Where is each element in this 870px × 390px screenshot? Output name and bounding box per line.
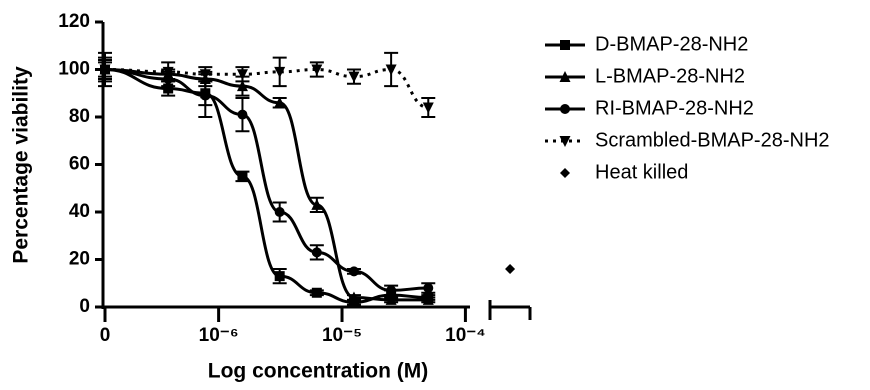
x-tick-label: 10⁻⁶ <box>199 325 239 346</box>
marker <box>99 64 111 76</box>
legend-label: Scrambled-BMAP-28-NH2 <box>595 129 830 151</box>
marker <box>236 80 248 92</box>
marker <box>162 66 174 78</box>
y-axis-label: Percentage viability <box>10 66 33 264</box>
legend-label: D-BMAP-28-NH2 <box>595 33 748 55</box>
marker <box>274 207 285 217</box>
marker <box>236 69 248 81</box>
marker <box>423 283 434 293</box>
y-tick-label: 20 <box>69 249 90 270</box>
marker <box>311 247 322 258</box>
marker <box>348 291 360 303</box>
x-tick-label: 10⁻⁴ <box>445 325 486 346</box>
marker <box>386 285 397 296</box>
marker <box>385 293 397 305</box>
marker <box>311 198 323 210</box>
marker <box>274 96 286 108</box>
legend-label: RI-BMAP-28-NH2 <box>595 97 754 119</box>
marker <box>237 171 248 182</box>
marker <box>422 102 434 114</box>
marker <box>505 264 516 274</box>
y-tick-label: 60 <box>69 154 90 175</box>
marker <box>348 71 360 83</box>
marker <box>311 287 322 298</box>
marker <box>274 66 286 78</box>
marker <box>200 90 211 101</box>
y-tick-label: 120 <box>58 11 90 32</box>
legend-label: Heat killed <box>595 161 688 183</box>
legend-marker <box>559 136 571 147</box>
legend-marker <box>559 71 571 82</box>
legend-label: L-BMAP-28-NH2 <box>595 65 745 87</box>
x-axis-label: Log concentration (M) <box>208 360 428 383</box>
y-tick-label: 40 <box>69 201 90 222</box>
legend-marker <box>560 40 570 50</box>
marker <box>311 64 323 76</box>
marker <box>422 293 434 305</box>
legend-marker <box>560 104 570 114</box>
marker <box>199 69 211 81</box>
x-tick-label: 10⁻⁵ <box>322 325 362 346</box>
y-tick-label: 80 <box>69 106 90 127</box>
legend-marker <box>560 168 570 178</box>
marker <box>385 64 397 76</box>
marker <box>274 271 285 282</box>
fit-curve <box>104 67 429 109</box>
x-tick-label: 0 <box>100 325 111 346</box>
marker <box>348 266 359 277</box>
marker <box>237 109 248 120</box>
y-tick-label: 100 <box>58 59 90 80</box>
fit-curve <box>104 68 429 302</box>
y-tick-label: 0 <box>79 296 90 317</box>
